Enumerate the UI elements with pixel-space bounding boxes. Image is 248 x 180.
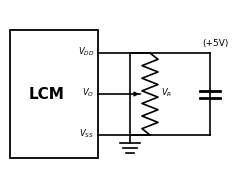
Text: $V_{DD}$: $V_{DD}$ bbox=[78, 46, 94, 58]
Text: $V_{O}$: $V_{O}$ bbox=[82, 87, 94, 99]
Text: $V_{SS}$: $V_{SS}$ bbox=[79, 128, 94, 140]
Text: (+5V): (+5V) bbox=[202, 39, 228, 48]
FancyBboxPatch shape bbox=[10, 30, 98, 158]
Text: $V_{R}$: $V_{R}$ bbox=[161, 87, 172, 99]
Text: LCM: LCM bbox=[29, 87, 65, 102]
